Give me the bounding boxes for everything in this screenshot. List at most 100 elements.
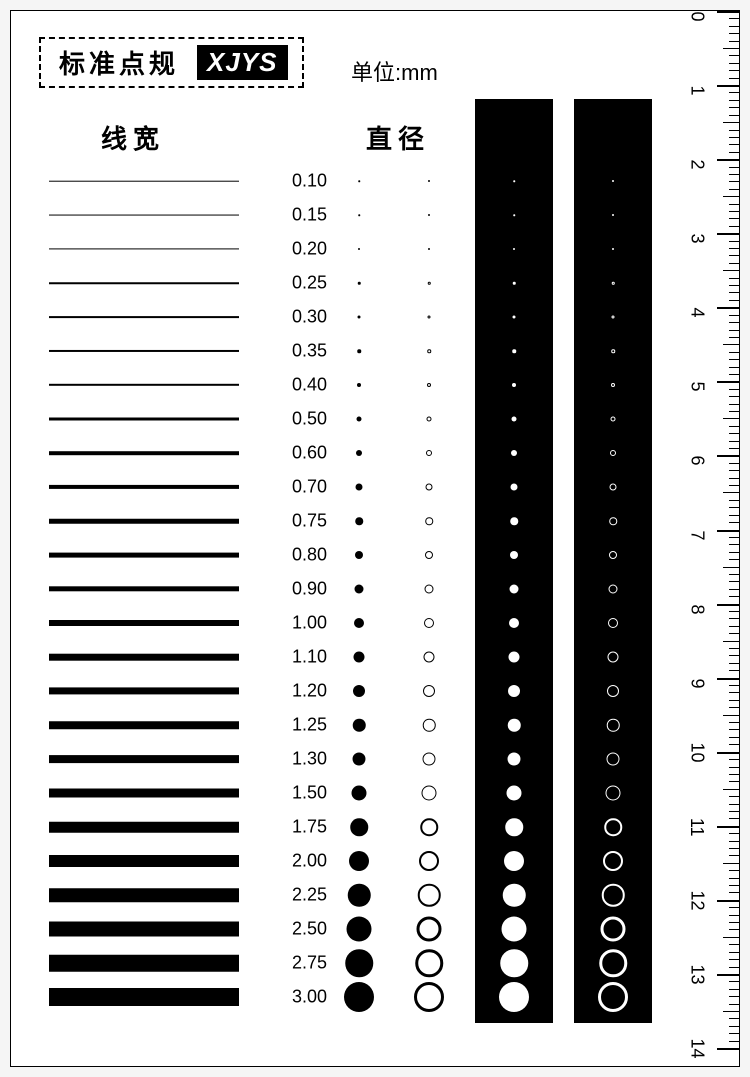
ruler-tick (729, 389, 739, 390)
dot-outline (610, 450, 616, 456)
dot-ring (415, 949, 443, 977)
value-label: 0.15 (269, 205, 327, 226)
dot-solid (349, 851, 369, 871)
ruler-tick (729, 515, 739, 516)
dot-solid (352, 786, 367, 801)
ruler-number: 4 (687, 308, 708, 318)
ruler-tick (729, 722, 739, 723)
ruler-tick (729, 989, 739, 990)
ruler-tick (729, 255, 739, 256)
linewidth-bar (49, 553, 239, 558)
ruler-tick (729, 18, 739, 19)
ruler-tick (729, 211, 739, 212)
dot-outline (601, 917, 626, 942)
ruler-tick (729, 907, 739, 908)
ruler-tick (729, 915, 739, 916)
ruler-tick (729, 92, 739, 93)
ruler-tick (717, 159, 739, 161)
dot-ring (426, 450, 432, 456)
ruler-tick (723, 344, 739, 345)
value-label: 0.25 (269, 273, 327, 294)
ruler-tick (729, 300, 739, 301)
ruler-tick (729, 544, 739, 545)
ruler-tick (723, 567, 739, 568)
dot-white (499, 982, 529, 1012)
ruler-tick (729, 144, 739, 145)
ruler-tick (729, 70, 739, 71)
ruler-tick (723, 196, 739, 197)
ruler-tick (729, 248, 739, 249)
dot-white (513, 214, 515, 216)
ruler-tick (723, 48, 739, 49)
ruler-tick (729, 922, 739, 923)
ruler-tick (729, 374, 739, 375)
value-label: 0.40 (269, 375, 327, 396)
ruler-tick (729, 115, 739, 116)
dot-outline (607, 719, 620, 732)
ruler-tick (729, 463, 739, 464)
dot-solid (353, 719, 366, 732)
ruler-tick (729, 737, 739, 738)
value-label: 0.10 (269, 171, 327, 192)
dot-outline (612, 180, 614, 182)
ruler-tick (729, 1004, 739, 1005)
dot-ring (425, 551, 433, 559)
dot-ring (427, 383, 431, 387)
title-box: 标准点规 XJYS (39, 37, 304, 88)
ruler-tick (729, 759, 739, 760)
ruler-tick (729, 618, 739, 619)
ruler-tick (729, 767, 739, 768)
ruler-number: 13 (687, 964, 708, 984)
ruler-number: 2 (687, 160, 708, 170)
value-label: 0.70 (269, 477, 327, 498)
ruler-number: 9 (687, 678, 708, 688)
ruler-tick (729, 292, 739, 293)
linewidth-bar (49, 248, 239, 249)
dot-white (511, 484, 518, 491)
ruler-tick (729, 485, 739, 486)
dot-ring (422, 786, 437, 801)
ruler-tick (723, 270, 739, 271)
ruler-tick (729, 996, 739, 997)
ruler-tick (729, 833, 739, 834)
ruler-tick (729, 352, 739, 353)
dot-solid (353, 685, 365, 697)
ruler-tick (729, 944, 739, 945)
ruler-tick (729, 885, 739, 886)
dot-outline (612, 214, 614, 216)
dot-outline (603, 851, 623, 871)
ruler-number: 7 (687, 530, 708, 540)
ruler-tick (723, 641, 739, 642)
ruler-tick (729, 330, 739, 331)
value-label: 0.80 (269, 545, 327, 566)
linewidth-bar (49, 384, 239, 386)
ruler-tick (717, 900, 739, 902)
value-label: 1.50 (269, 783, 327, 804)
ruler-tick (729, 848, 739, 849)
ruler-tick (729, 218, 739, 219)
dot-outline (607, 685, 619, 697)
dot-outline (606, 786, 621, 801)
ruler-tick (723, 418, 739, 419)
linewidth-bar (49, 789, 239, 798)
ruler-tick (729, 1018, 739, 1019)
dot-ring (426, 484, 433, 491)
brand-badge: XJYS (197, 45, 288, 80)
value-label: 1.75 (269, 817, 327, 838)
ruler-tick (717, 678, 739, 680)
ruler-tick (723, 715, 739, 716)
dot-ring (428, 248, 430, 250)
ruler-tick (729, 552, 739, 553)
dot-white (513, 316, 516, 319)
ruler-number: 3 (687, 234, 708, 244)
dot-solid (356, 450, 362, 456)
ruler-tick (729, 892, 739, 893)
linewidth-bar (49, 350, 239, 352)
dot-white (508, 719, 521, 732)
dot-white (508, 753, 521, 766)
column-header-diameter: 直径 (366, 119, 430, 156)
dot-solid (357, 383, 361, 387)
ruler-tick (729, 470, 739, 471)
ruler-tick (729, 1041, 739, 1042)
ruler-tick (729, 359, 739, 360)
